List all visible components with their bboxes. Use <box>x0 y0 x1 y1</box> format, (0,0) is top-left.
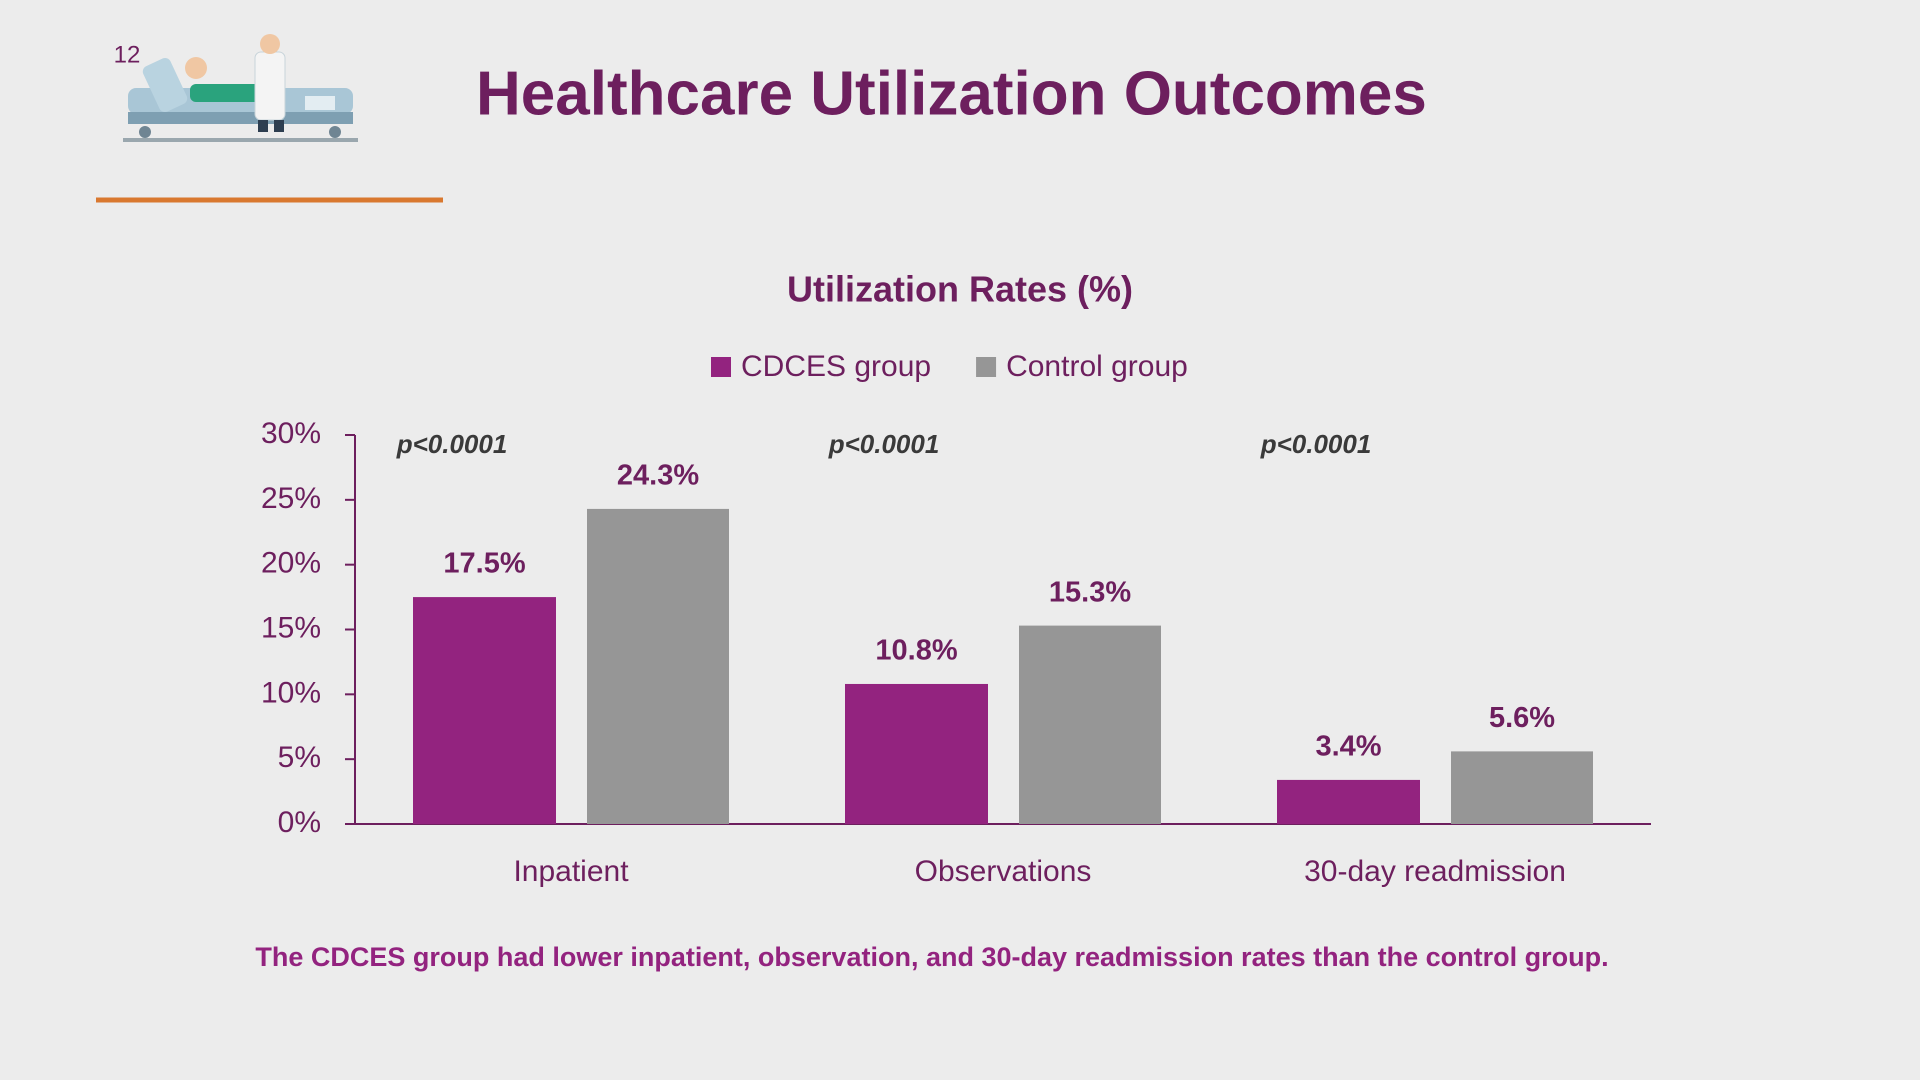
legend-swatch <box>976 357 997 377</box>
y-tick-label: 5% <box>278 741 321 774</box>
legend-label: Control group <box>1006 350 1188 383</box>
bar <box>1019 625 1161 824</box>
legend-label: CDCES group <box>741 350 931 383</box>
bar <box>587 508 729 824</box>
y-tick-label: 15% <box>261 611 321 644</box>
y-tick-label: 30% <box>261 417 321 450</box>
bar <box>1451 751 1593 824</box>
bar <box>413 597 556 824</box>
value-label: 10.8% <box>875 635 957 667</box>
footnote: The CDCES group had lower inpatient, obs… <box>255 942 1608 972</box>
bar <box>845 683 988 824</box>
value-label: 5.6% <box>1489 702 1555 734</box>
y-tick-label: 25% <box>261 482 321 515</box>
value-label: 17.5% <box>443 548 525 580</box>
x-tick-label: Inpatient <box>513 855 629 888</box>
y-tick-label: 20% <box>261 547 321 580</box>
x-tick-label: Observations <box>915 855 1092 888</box>
bar <box>1277 779 1420 824</box>
chart-title: Utilization Rates (%) <box>787 269 1133 310</box>
value-label: 3.4% <box>1315 731 1381 763</box>
slide-title: Healthcare Utilization Outcomes <box>476 59 1427 128</box>
p-value: p<0.0001 <box>1260 429 1372 459</box>
slide-number: 12 <box>114 41 141 68</box>
x-tick-label: 30-day readmission <box>1304 855 1566 888</box>
y-tick-label: 10% <box>261 676 321 709</box>
bed-icon <box>123 34 358 142</box>
legend-swatch <box>711 357 731 377</box>
y-tick-label: 0% <box>278 806 321 839</box>
value-label: 24.3% <box>617 460 699 492</box>
value-label: 15.3% <box>1049 576 1131 608</box>
p-value: p<0.0001 <box>828 429 940 459</box>
p-value: p<0.0001 <box>396 429 508 459</box>
